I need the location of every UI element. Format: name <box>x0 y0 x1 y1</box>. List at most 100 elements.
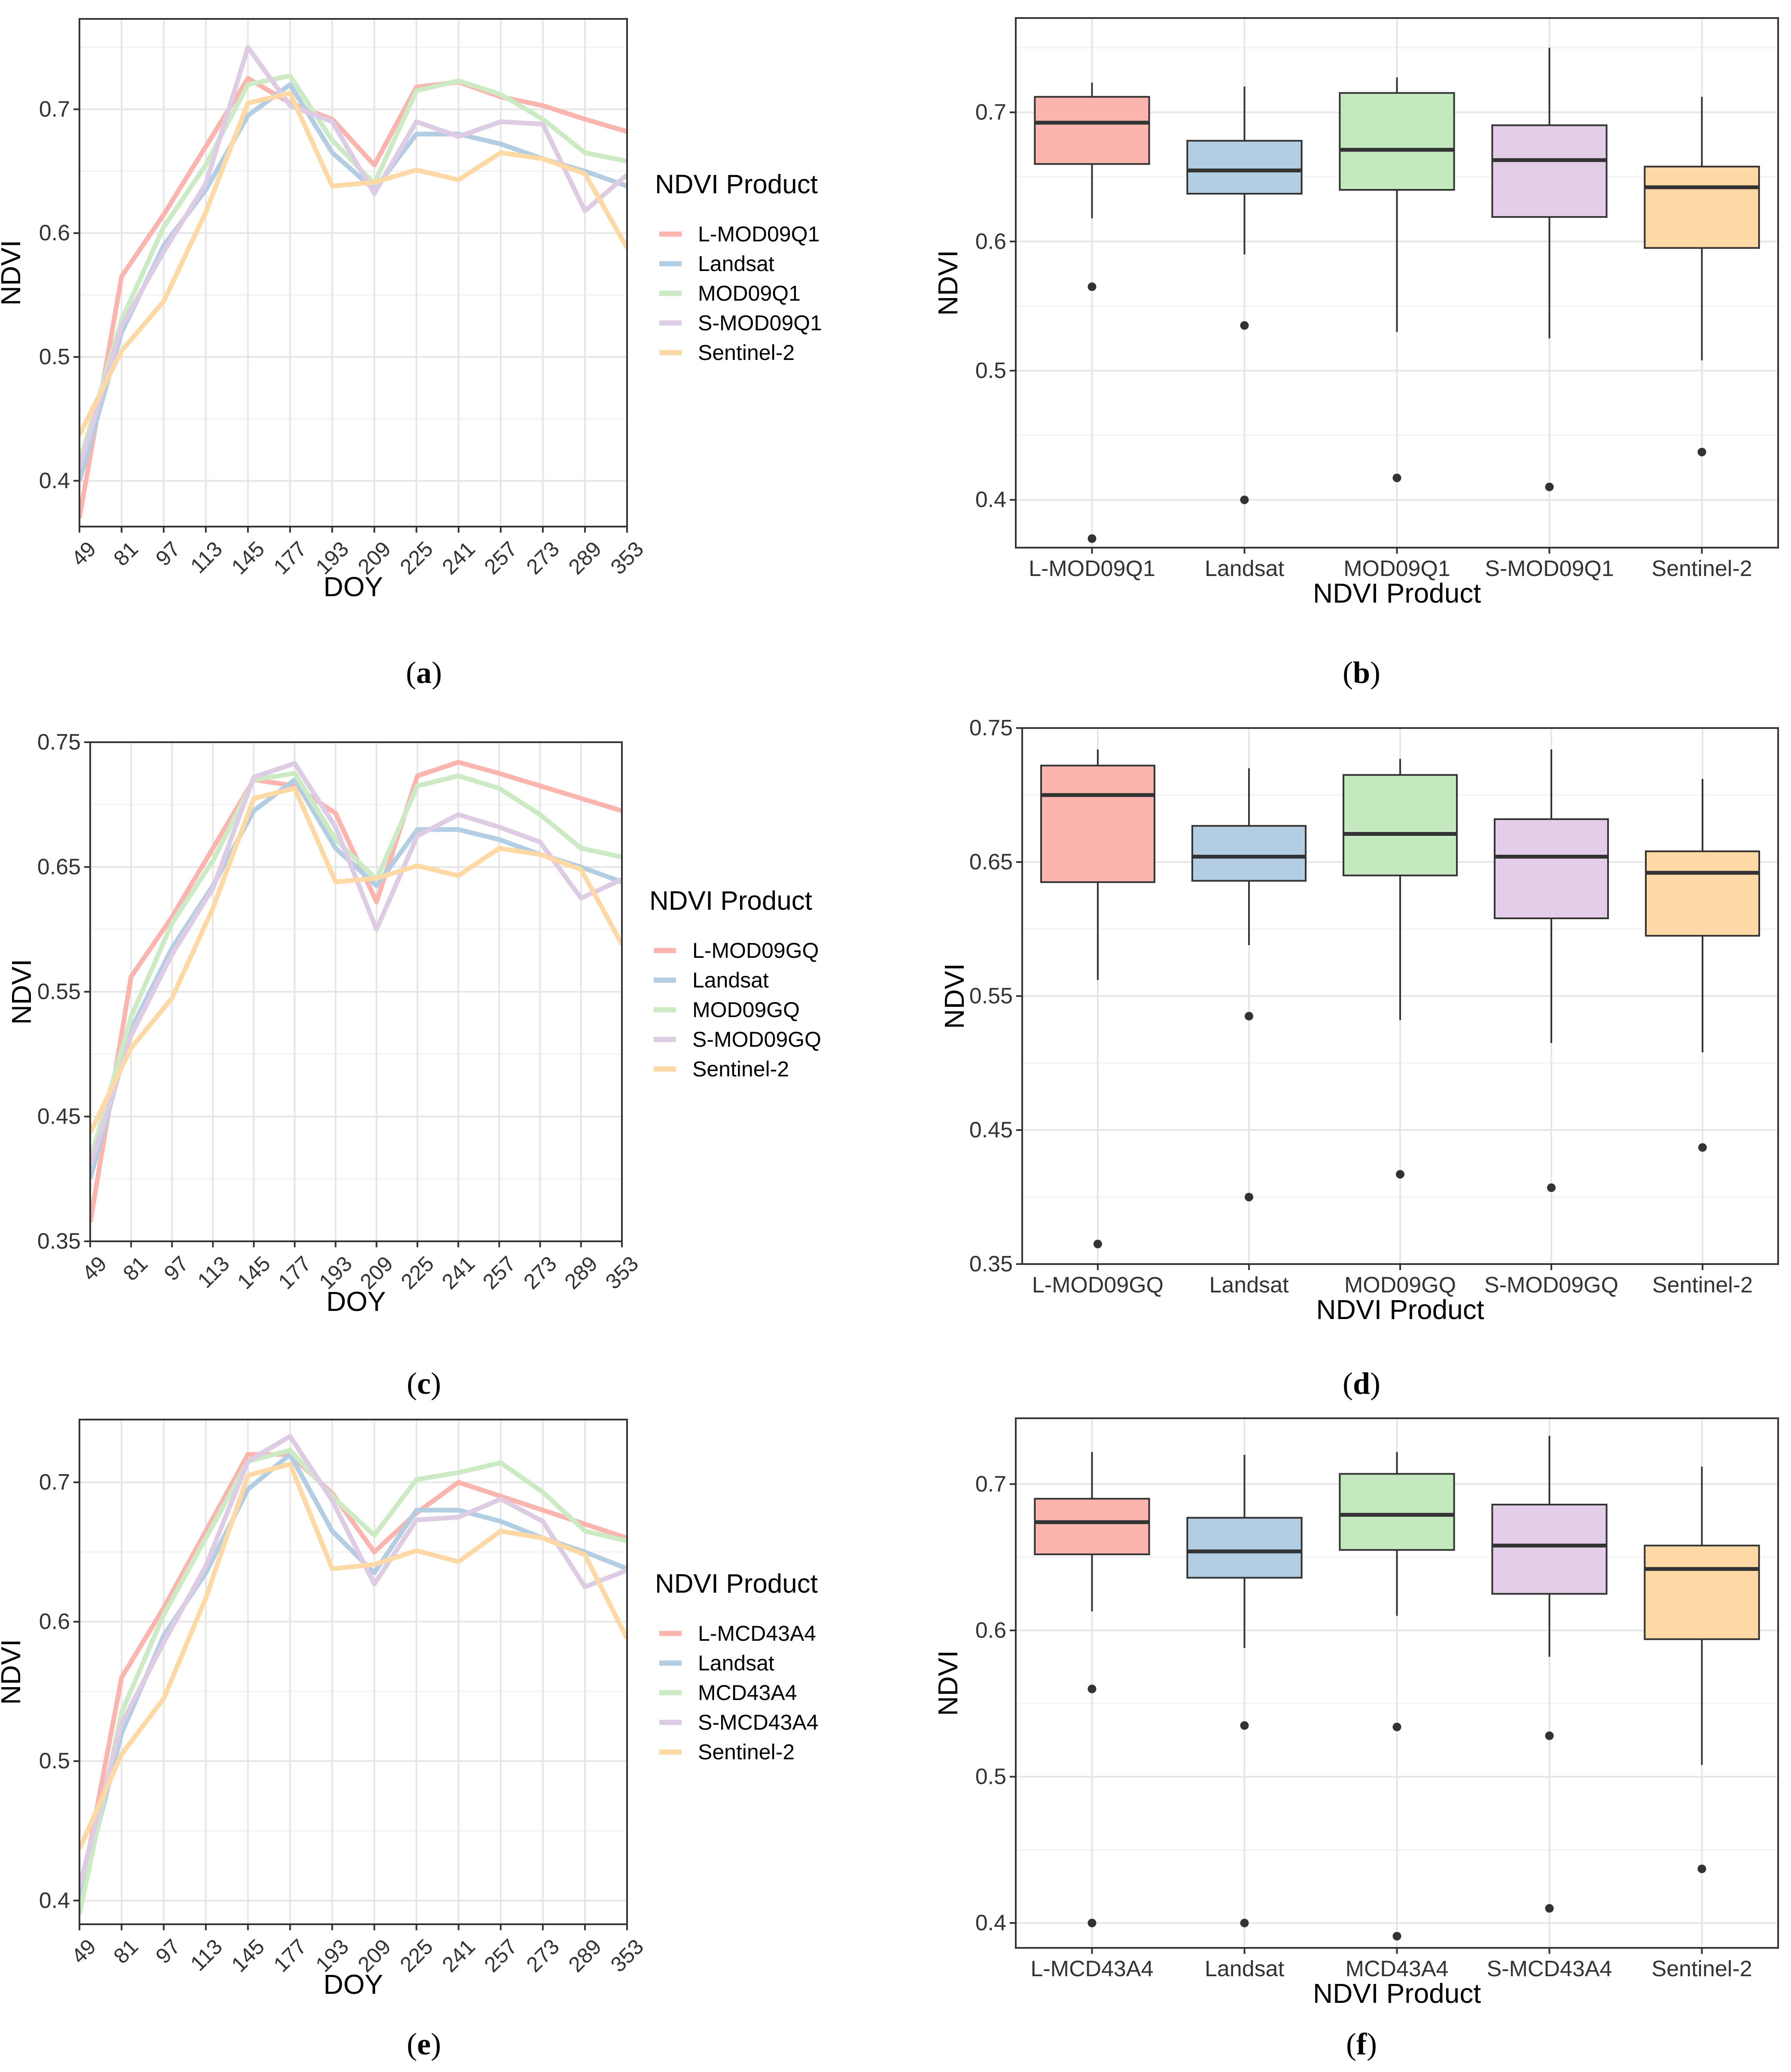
box-outlier-S-MOD09Q1 <box>1545 482 1554 491</box>
box-outlier-L-MOD09GQ <box>1093 1240 1102 1249</box>
box-outlier-Landsat <box>1240 495 1249 504</box>
y-tick-label-b: 0.7 <box>975 100 1006 125</box>
y-tick-label-e: 0.7 <box>39 1470 70 1495</box>
legend-label-MCD43A4: MCD43A4 <box>698 1681 797 1705</box>
box-outlier-Landsat <box>1240 321 1249 330</box>
x-tick-label-b: S-MOD09Q1 <box>1485 556 1614 581</box>
y-tick-label-c: 0.75 <box>37 730 81 755</box>
legend-label-Sentinel-2: Sentinel-2 <box>698 341 795 365</box>
series-line-S-MOD09Q1 <box>79 45 627 469</box>
box-outlier-Landsat <box>1245 1012 1253 1021</box>
y-tick-label-d: 0.75 <box>969 716 1013 740</box>
x-tick-label-d: L-MOD09GQ <box>1032 1273 1164 1298</box>
y-tick-label-b: 0.5 <box>975 358 1006 383</box>
panel-label-f: (f) <box>1346 2027 1377 2061</box>
legend-label-Landsat: Landsat <box>698 1651 774 1675</box>
y-axis-title-d: NDVI <box>939 963 970 1029</box>
box-outlier-L-MOD09Q1 <box>1087 282 1097 291</box>
panel-label-b: (b) <box>1342 655 1381 690</box>
x-tick-label-b: MOD09Q1 <box>1343 556 1450 581</box>
box-L-MCD43A4 <box>1034 1498 1150 1555</box>
x-tick-label-f: Landsat <box>1205 1956 1285 1981</box>
box-S-MCD43A4 <box>1491 1503 1608 1595</box>
legend-label-Landsat: Landsat <box>698 252 774 276</box>
x-tick-label-d: Landsat <box>1209 1273 1289 1298</box>
legend-title-a: NDVI Product <box>655 170 818 199</box>
box-outlier-Sentinel-2 <box>1698 1143 1707 1152</box>
y-tick-label-b: 0.4 <box>975 488 1006 512</box>
legend-label-L-MOD09GQ: L-MOD09GQ <box>692 938 819 963</box>
box-outlier-S-MOD09GQ <box>1547 1183 1556 1192</box>
box-outlier-MCD43A4 <box>1392 1932 1401 1941</box>
x-axis-title-c: DOY <box>326 1286 386 1317</box>
x-tick-label-f: L-MCD43A4 <box>1030 1956 1153 1981</box>
y-tick-label-a: 0.7 <box>39 97 70 122</box>
series-line-Sentinel-2 <box>79 91 627 436</box>
x-tick-label-b: Sentinel-2 <box>1651 556 1752 581</box>
legend-label-L-MOD09Q1: L-MOD09Q1 <box>698 222 819 246</box>
series-line-Sentinel-2 <box>79 1462 627 1850</box>
y-tick-label-c: 0.55 <box>37 979 81 1004</box>
x-tick-label-d: Sentinel-2 <box>1652 1273 1753 1298</box>
series-line-MCD43A4 <box>79 1447 627 1915</box>
x-tick-label-d: MOD09GQ <box>1344 1273 1456 1298</box>
y-axis-title-b: NDVI <box>932 250 963 316</box>
x-tick-label-f: Sentinel-2 <box>1651 1956 1752 1981</box>
plot-border-c <box>89 741 623 1242</box>
y-tick-label-f: 0.7 <box>975 1472 1006 1496</box>
panel-label-c: (c) <box>407 1366 441 1401</box>
y-tick-label-c: 0.45 <box>37 1104 81 1129</box>
box-MOD09GQ <box>1343 774 1458 877</box>
box-outlier-MOD09Q1 <box>1392 473 1401 482</box>
y-axis-title-a: NDVI <box>0 240 26 306</box>
box-outlier-Sentinel-2 <box>1697 1865 1706 1874</box>
box-Sentinel-2 <box>1645 850 1760 937</box>
y-tick-label-f: 0.5 <box>975 1764 1006 1789</box>
x-axis-title-e: DOY <box>323 1969 383 2000</box>
box-outlier-S-MCD43A4 <box>1545 1731 1554 1740</box>
y-tick-label-c: 0.35 <box>37 1229 81 1254</box>
series-line-Sentinel-2 <box>90 786 622 1134</box>
legend-label-Sentinel-2: Sentinel-2 <box>698 1740 795 1764</box>
x-tick-label-d: S-MOD09GQ <box>1484 1273 1618 1298</box>
legend-label-S-MOD09GQ: S-MOD09GQ <box>692 1027 821 1051</box>
box-outlier-S-MCD43A4 <box>1545 1904 1554 1913</box>
y-tick-label-f: 0.6 <box>975 1618 1006 1643</box>
y-axis-title-e: NDVI <box>0 1639 26 1705</box>
box-outlier-L-MCD43A4 <box>1087 1685 1097 1694</box>
legend-label-L-MCD43A4: L-MCD43A4 <box>698 1621 816 1645</box>
box-L-MOD09GQ <box>1040 765 1155 883</box>
y-tick-label-b: 0.6 <box>975 229 1006 254</box>
y-axis-title-c: NDVI <box>6 959 37 1025</box>
x-axis-title-a: DOY <box>323 571 383 602</box>
y-tick-label-d: 0.65 <box>969 850 1013 875</box>
plot-border-e <box>79 1419 628 1925</box>
box-outlier-MCD43A4 <box>1392 1722 1401 1731</box>
x-axis-title-d: NDVI Product <box>1316 1294 1484 1325</box>
y-tick-label-e: 0.5 <box>39 1749 70 1773</box>
y-tick-label-e: 0.6 <box>39 1609 70 1634</box>
y-tick-label-d: 0.45 <box>969 1118 1013 1143</box>
y-tick-label-c: 0.65 <box>37 855 81 880</box>
box-Landsat <box>1186 140 1303 195</box>
box-L-MOD09Q1 <box>1034 96 1150 165</box>
series-line-MOD09GQ <box>90 771 622 1161</box>
legend-label-MOD09Q1: MOD09Q1 <box>698 281 801 305</box>
box-MCD43A4 <box>1339 1473 1455 1551</box>
box-S-MOD09GQ <box>1494 818 1609 920</box>
box-MOD09Q1 <box>1339 92 1455 191</box>
x-tick-label-b: Landsat <box>1205 556 1285 581</box>
panel-label-e: (e) <box>407 2027 441 2061</box>
box-outlier-Landsat <box>1245 1193 1253 1201</box>
legend-title-e: NDVI Product <box>655 1569 818 1599</box>
x-tick-label-b: L-MOD09Q1 <box>1029 556 1155 581</box>
box-Landsat <box>1191 825 1307 882</box>
box-Sentinel-2 <box>1644 165 1760 249</box>
x-tick-label-f: S-MCD43A4 <box>1487 1956 1612 1981</box>
legend-label-Sentinel-2: Sentinel-2 <box>692 1057 789 1081</box>
